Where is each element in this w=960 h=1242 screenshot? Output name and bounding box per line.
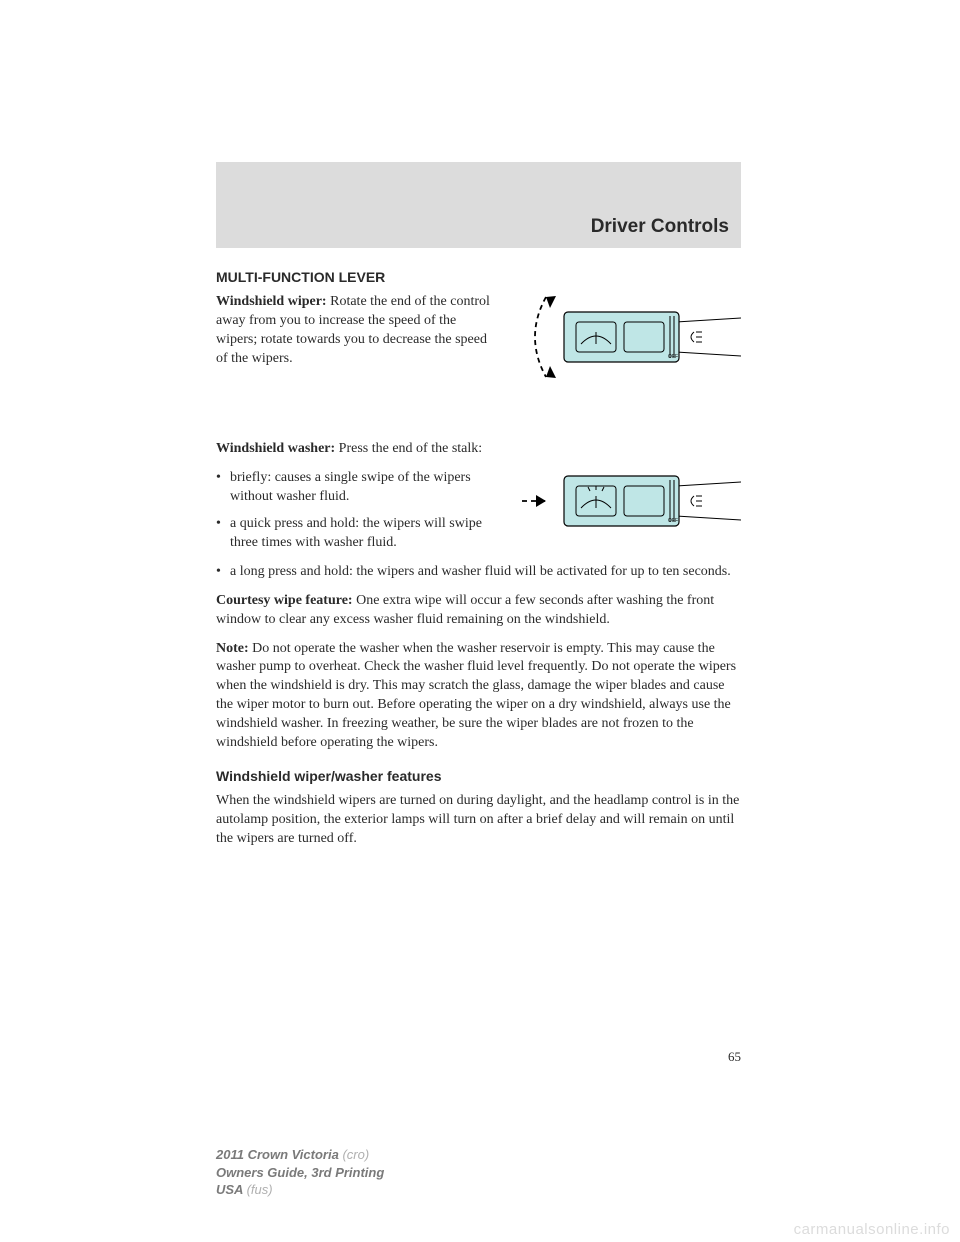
stalk-top — [676, 482, 741, 486]
footer-model-name: 2011 Crown Victoria — [216, 1147, 339, 1162]
stalk-bottom — [676, 516, 741, 520]
wiper-paragraph: Windshield wiper: Rotate the end of the … — [216, 293, 496, 369]
header-band: Driver Controls — [216, 162, 741, 248]
note-label: Note: — [216, 641, 249, 656]
arrow-up-icon — [546, 296, 556, 308]
washer-intro-text: Press the end of the stalk: — [335, 441, 482, 456]
headlamp-icon — [691, 332, 702, 342]
washer-bullets-full: a long press and hold: the wipers and wa… — [216, 563, 741, 582]
figure-washer-press: OFF — [516, 436, 741, 566]
arrow-down-icon — [546, 366, 556, 378]
features-heading: Windshield wiper/washer features — [216, 767, 741, 786]
footer-model-suffix: (cro) — [342, 1147, 369, 1162]
washer-bullets-narrow: briefly: causes a single swipe of the wi… — [216, 469, 496, 553]
footer-region-name: USA — [216, 1182, 243, 1197]
stalk-top — [676, 318, 741, 322]
note-paragraph: Note: Do not operate the washer when the… — [216, 640, 741, 753]
footer-model: 2011 Crown Victoria (cro) — [216, 1146, 384, 1164]
courtesy-paragraph: Courtesy wipe feature: One extra wipe wi… — [216, 592, 741, 630]
stalk-bottom — [676, 352, 741, 356]
wiper-label: Windshield wiper: — [216, 294, 327, 309]
footer-region: USA (fus) — [216, 1181, 384, 1199]
chapter-title: Driver Controls — [591, 216, 729, 238]
arrow-right-icon — [536, 495, 546, 507]
footer-guide: Owners Guide, 3rd Printing — [216, 1164, 384, 1182]
rotation-arc — [535, 297, 546, 377]
off-label: OFF — [668, 354, 678, 360]
list-item: briefly: causes a single swipe of the wi… — [216, 469, 496, 507]
lever-head — [564, 476, 679, 526]
list-item: a quick press and hold: the wipers will … — [216, 515, 496, 553]
features-text: When the windshield wipers are turned on… — [216, 792, 741, 849]
headlamp-icon — [691, 496, 702, 506]
footer: 2011 Crown Victoria (cro) Owners Guide, … — [216, 1146, 384, 1199]
figure-wiper-rotate: OFF — [516, 272, 741, 402]
page-content: MULTI-FUNCTION LEVER OFF — [216, 268, 741, 858]
courtesy-label: Courtesy wipe feature: — [216, 593, 353, 608]
off-label: OFF — [668, 518, 678, 524]
note-text: Do not operate the washer when the washe… — [216, 641, 736, 750]
washer-label: Windshield washer: — [216, 441, 335, 456]
list-item: a long press and hold: the wipers and wa… — [216, 563, 741, 582]
watermark: carmanualsonline.info — [794, 1221, 950, 1238]
lever-head — [564, 312, 679, 362]
footer-region-suffix: (fus) — [247, 1182, 273, 1197]
washer-intro: Windshield washer: Press the end of the … — [216, 440, 496, 459]
page-number: 65 — [728, 1048, 741, 1066]
